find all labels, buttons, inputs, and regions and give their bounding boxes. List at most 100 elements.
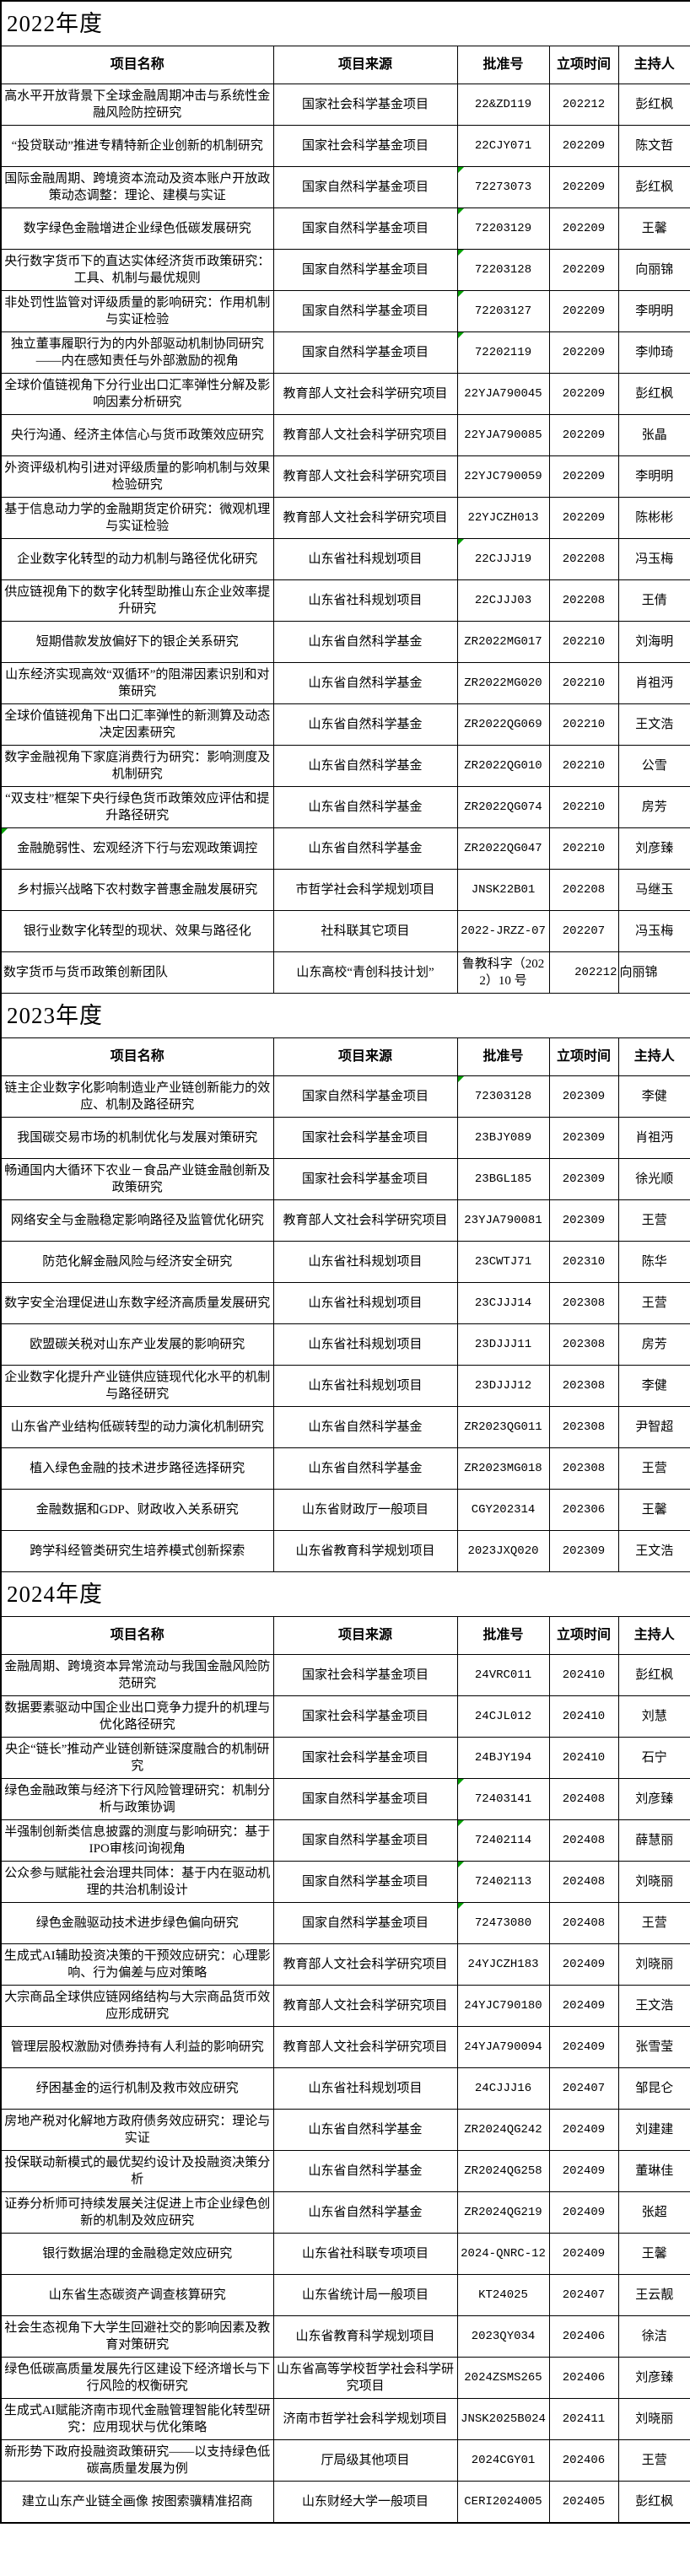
host-name-cell: 王营 bbox=[617, 1199, 690, 1242]
project-row: 金融脆弱性、宏观经济下行与宏观政策调控 山东省自然科学基金 ZR2022QG047 2… bbox=[0, 827, 690, 870]
project-source-cell: 山东省社科联专项项目 bbox=[272, 2233, 458, 2275]
project-row: 外资评级机构引进对评级质量的影响机制与效果检验研究 教育部人文社会科学研究项目 22… bbox=[0, 455, 690, 498]
approval-number-cell: 鲁教科字（2022）10 号 bbox=[456, 951, 550, 994]
host-name-cell: 王营 bbox=[617, 1902, 690, 1944]
project-name-cell: 独立董事履职行为的内外部驱动机制协同研究——内在感知责任与外部激励的视角 bbox=[0, 331, 274, 374]
project-name-cell: 银行数据治理的金融稳定效应研究 bbox=[0, 2233, 274, 2275]
project-row: 企业数字化转型的动力机制与路径优化研究 山东省社科规划项目 22CJJJ19 2022… bbox=[0, 538, 690, 580]
project-source-cell: 国家自然科学基金项目 bbox=[272, 1902, 458, 1944]
project-name-cell: 欧盟碳关税对山东产业发展的影响研究 bbox=[0, 1323, 274, 1366]
project-name-cell: 银行业数字化转型的现状、效果与路径化 bbox=[0, 910, 274, 952]
approval-date-cell: 202210 bbox=[548, 621, 619, 663]
project-row: 央企“链长”推动产业链创新链深度融合的机制研究 国家社会科学基金项目 24BJY19… bbox=[0, 1737, 690, 1779]
project-source-cell: 国家社会科学基金项目 bbox=[272, 1654, 458, 1696]
approval-number-cell: 2024CGY01 bbox=[456, 2439, 550, 2482]
green-corner-flag-icon bbox=[458, 1862, 464, 1867]
approval-date-cell: 202209 bbox=[548, 249, 619, 291]
project-row: 投保联动新模式的最优契约设计及投融资决策分析 山东省自然科学基金 ZR2024QG2… bbox=[0, 2150, 690, 2192]
project-row: 跨学科经管类研究生培养模式创新探索 山东省教育科学规划项目 2023JXQ020 20… bbox=[0, 1530, 690, 1572]
approval-date-cell: 202210 bbox=[548, 827, 619, 870]
approval-date-cell: 202408 bbox=[548, 1902, 619, 1944]
project-row: 生成式AI辅助投资决策的干预效应研究：心理影响、行为偏差与应对策略 教育部人文社会… bbox=[0, 1943, 690, 1986]
host-name-cell: 刘晓丽 bbox=[617, 2398, 690, 2440]
project-row: 公众参与赋能社会治理共同体：基于内在驱动机理的共治机制设计 国家自然科学基金项目 7… bbox=[0, 1861, 690, 1903]
project-name-cell: 绿色低碳高质量发展先行区建设下经济增长与下行风险的权衡研究 bbox=[0, 2357, 274, 2399]
project-name-cell: 畅通国内大循环下农业－食品产业链金融创新及政策研究 bbox=[0, 1158, 274, 1200]
project-name-cell: 房地产税对化解地方政府债务效应研究：理论与实证 bbox=[0, 2109, 274, 2151]
host-name-cell: 李健 bbox=[617, 1365, 690, 1407]
project-source-cell: 山东省社科规划项目 bbox=[272, 579, 458, 622]
approval-date-cell: 202209 bbox=[548, 125, 619, 167]
project-row: 全球价值链视角下出口汇率弹性的新测算及动态决定因素研究 山东省自然科学基金 ZR20… bbox=[0, 703, 690, 746]
host-name-cell: 王文浩 bbox=[617, 1985, 690, 2027]
project-name-cell: 大宗商品全球供应链网络结构与大宗商品货币效应形成研究 bbox=[0, 1985, 274, 2027]
host-name-cell: 李帅琦 bbox=[617, 331, 690, 374]
approval-date-cell: 202210 bbox=[548, 786, 619, 828]
approval-number-cell: 24BJY194 bbox=[456, 1737, 550, 1779]
project-name-cell: 高水平开放背景下全球金融周期冲击与系统性金融风险防控研究 bbox=[0, 84, 274, 126]
project-name-cell: 基于信息动力学的金融期货定价研究：微观机理与实证检验 bbox=[0, 497, 274, 539]
approval-date-cell: 202209 bbox=[548, 166, 619, 208]
project-source-cell: 教育部人文社会科学研究项目 bbox=[272, 414, 458, 456]
project-row: 山东经济实现高效“双循环”的阻滞因素识别和对策研究 山东省自然科学基金 ZR2022… bbox=[0, 662, 690, 704]
project-name-cell: 供应链视角下的数字化转型助推山东企业效率提升研究 bbox=[0, 579, 274, 622]
host-name-cell: 王营 bbox=[617, 2439, 690, 2482]
project-source-cell: 国家社会科学基金项目 bbox=[272, 1117, 458, 1159]
approval-date-cell: 202407 bbox=[548, 2067, 619, 2110]
green-corner-flag-icon bbox=[458, 1820, 464, 1826]
project-source-cell: 山东省社科规划项目 bbox=[272, 1241, 458, 1283]
host-name-cell: 马继玉 bbox=[617, 869, 690, 911]
project-row: 央行数字货币下的直达实体经济货币政策研究：工具、机制与最优规则 国家自然科学基金项… bbox=[0, 249, 690, 291]
project-name-cell: 企业数字化提升产业链供应链现代化水平的机制与路径研究 bbox=[0, 1365, 274, 1407]
approval-number-cell: 2022-JRZZ-07 bbox=[456, 910, 550, 952]
approval-number-cell: JNSK22B01 bbox=[456, 869, 550, 911]
project-row: 非处罚性监管对评级质量的影响研究：作用机制与实证检验 国家自然科学基金项目 7220… bbox=[0, 290, 690, 332]
approval-number-cell: 24CJJJ16 bbox=[456, 2067, 550, 2110]
approval-date-cell: 202209 bbox=[548, 331, 619, 374]
host-name-cell: 王营 bbox=[617, 1447, 690, 1490]
project-row: 纾困基金的运行机制及救市效应研究 山东省社科规划项目 24CJJJ16 202407 邹… bbox=[0, 2067, 690, 2110]
host-name-cell: 刘建建 bbox=[617, 2109, 690, 2151]
approval-number-cell: 22CJJJ19 bbox=[456, 538, 550, 580]
approval-date-cell: 202308 bbox=[548, 1323, 619, 1366]
host-name-cell: 王馨 bbox=[617, 2233, 690, 2275]
project-source-cell: 山东省统计局一般项目 bbox=[272, 2274, 458, 2316]
approval-date-cell: 202409 bbox=[548, 1985, 619, 2027]
project-name-cell: 短期借款发放偏好下的银企关系研究 bbox=[0, 621, 274, 663]
approval-number-cell: CERI2024005 bbox=[456, 2481, 550, 2524]
project-row: 畅通国内大循环下农业－食品产业链金融创新及政策研究 国家社会科学基金项目 23BGL… bbox=[0, 1158, 690, 1200]
project-name-cell: “双支柱”框架下央行绿色货币政策效应评估和提升路径研究 bbox=[0, 786, 274, 828]
project-row: 大宗商品全球供应链网络结构与大宗商品货币效应形成研究 教育部人文社会科学研究项目 2… bbox=[0, 1985, 690, 2027]
host-name-cell: 张雪莹 bbox=[617, 2026, 690, 2068]
project-name-cell: 金融数据和GDP、财政收入关系研究 bbox=[0, 1489, 274, 1531]
host-name-cell: 刘海明 bbox=[617, 621, 690, 663]
approval-number-cell: 23BGL185 bbox=[456, 1158, 550, 1200]
project-source-cell: 教育部人文社会科学研究项目 bbox=[272, 497, 458, 539]
project-name-cell: 新形势下政府投融资政策研究——以支持绿色低碳高质量发展为例 bbox=[0, 2439, 274, 2482]
approval-date-cell: 202308 bbox=[548, 1282, 619, 1324]
host-name-cell: 尹智超 bbox=[617, 1406, 690, 1448]
project-source-cell: 国家自然科学基金项目 bbox=[272, 249, 458, 291]
host-name-cell: 向丽锦 bbox=[617, 249, 690, 291]
project-name-cell: 全球价值链视角下分行业出口汇率弹性分解及影响因素分析研究 bbox=[0, 373, 274, 415]
year-section-row: 2022年度 bbox=[1, 0, 690, 46]
year-section-title: 2024年度 bbox=[1, 1571, 690, 1617]
approval-number-cell: 2023JXQ020 bbox=[456, 1530, 550, 1572]
host-name-cell: 王云靓 bbox=[617, 2274, 690, 2316]
column-header: 批准号 bbox=[456, 46, 550, 84]
approval-number-cell: 72202119 bbox=[456, 331, 550, 374]
project-name-cell: 管理层股权激励对债券持有人利益的影响研究 bbox=[0, 2026, 274, 2068]
green-corner-flag-icon bbox=[458, 208, 464, 214]
approval-number-cell: 22YJC790059 bbox=[456, 455, 550, 498]
approval-number-cell: ZR2024QG258 bbox=[456, 2150, 550, 2192]
approval-date-cell: 202407 bbox=[548, 2274, 619, 2316]
project-name-cell: 链主企业数字化影响制造业产业链创新能力的效应、机制及路径研究 bbox=[0, 1075, 274, 1118]
green-corner-flag-icon bbox=[458, 539, 464, 545]
approval-number-cell: ZR2023QG011 bbox=[456, 1406, 550, 1448]
host-name-cell: 陈华 bbox=[617, 1241, 690, 1283]
project-source-cell: 国家自然科学基金项目 bbox=[272, 207, 458, 250]
host-name-cell: 徐洁 bbox=[617, 2315, 690, 2358]
research-projects-table: 2022年度 项目名称 项目来源 批准号 立项时间 主持人 高水平开放背景下全球金融周期冲击… bbox=[0, 0, 690, 2524]
year-section-title: 2022年度 bbox=[1, 0, 690, 46]
